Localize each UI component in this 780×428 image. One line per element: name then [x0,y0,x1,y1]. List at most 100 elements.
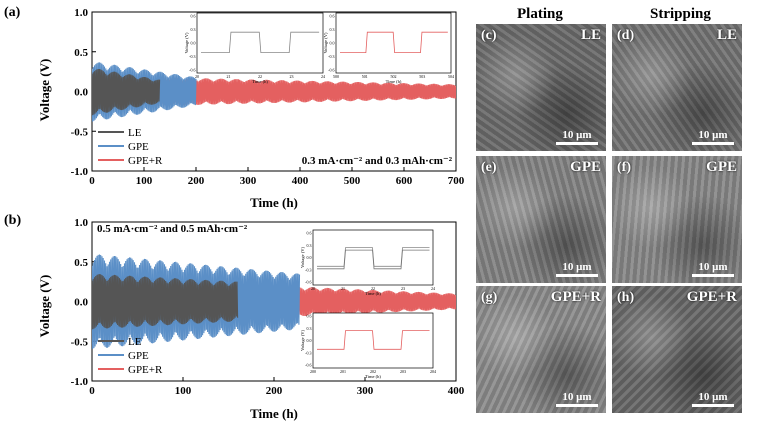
panel-a-inset-2-xtick-label: 500 [333,74,339,79]
column-head-stripping: Stripping [650,6,711,22]
sem-micrograph [612,286,742,413]
panel-b-xtick-label: 400 [448,385,465,397]
panel-a-xtick-label: 500 [344,175,361,187]
panel-a-inset-1-trace [201,31,320,53]
panel-a-xtick-label: 100 [136,175,153,187]
panel-b-inset-1-xtick-label: 21 [341,286,345,291]
scale-bar-label: 10 μm [698,129,728,141]
sem-micrograph [476,286,606,413]
panel-b-ytick-label: -1.0 [71,376,89,388]
panel-a-xtick-label: 0 [89,175,95,187]
panel-b-inset-2-trace [317,330,430,350]
sem-panel: (h) GPE+R 10 μm [612,286,742,413]
sem-sample-label: GPE+R [550,289,601,305]
panel-a-inset-2-ytick-label: -0.6 [328,68,334,73]
panel-b-inset-1-xlabel: Time (h) [365,291,381,296]
panel-b-xtick-label: 0 [89,385,95,397]
panel-a-inset-2-trace [340,31,448,53]
scale-bar-line [556,404,598,407]
sem-panel-letter: (f) [617,160,631,175]
panel-b-legend-label-gpe-plus-r: GPE+R [128,364,163,376]
panel-b-inset-2: Voltage (V) Time (h) 200 201 202 203 204 0.6 0.3… [300,312,436,379]
panel-a-inset-2-xtick-label: 504 [448,74,454,79]
panel-a: (a) Voltage (V) Time (h) -1.0 -0.5 0.0 0.5 1… [4,5,465,210]
scale-bar: 10 μm [556,261,598,277]
panel-b-inset-2-ytick-label: 0.0 [307,338,312,343]
panel-a-legend-label-le: LE [128,127,142,139]
panel-b-ytick-label: 1.0 [74,217,88,229]
panel-b-inset-2-ytick-label: 0.6 [307,314,312,319]
scale-bar-line [692,274,734,277]
scale-bar-line [692,142,734,145]
scale-bar-label: 10 μm [562,129,592,141]
panel-b-legend-label-gpe: GPE [128,350,149,362]
panel-b-xtick-label: 300 [357,385,374,397]
panel-a-legend-label-gpe: GPE [128,141,149,153]
sem-sample-label: LE [580,27,601,43]
panel-a-inset-2-frame [335,12,452,74]
panel-a-ytick-label: 0.0 [74,87,88,99]
panel-a-xtick-label: 700 [448,175,465,187]
panel-a-legend: LE GPE GPE+R [98,127,163,167]
panel-a-legend-label-gpe-plus-r: GPE+R [128,155,163,167]
panel-a-xtick-label: 200 [188,175,205,187]
sem-sample-label: GPE+R [686,289,737,305]
sem-panel: (c) LE 10 μm [476,24,606,151]
panel-a-inset-1-xlabel: Time (h) [252,79,268,84]
panel-b-inset-2-xtick-label: 203 [400,369,406,374]
panel-b-inset-1-xtick-label: 24 [431,286,435,291]
panel-a-xtick-label: 400 [292,175,309,187]
panel-a-ytick-label: 1.0 [74,7,88,19]
panel-a-series-le [92,68,161,116]
voltage-plots: (a) Voltage (V) Time (h) -1.0 -0.5 0.0 0.5 1… [4,5,465,421]
panel-b-inset-1-ytick-label: -0.3 [305,267,311,272]
scale-bar-label: 10 μm [698,391,728,403]
panel-a-inset-1: Voltage (V) Time (h) 20 21 22 23 24 0.6 0.3 0.0 -0… [184,12,325,84]
panel-a-inset-2-xlabel: Time (h) [386,79,402,84]
column-head-plating: Plating [517,6,563,22]
panel-a-inset-2-xtick-label: 503 [419,74,425,79]
sem-panel-letter: (c) [481,28,497,43]
sem-panel: (e) GPE 10 μm [476,156,606,283]
sem-sample-label: LE [716,27,737,43]
panel-b-inset-2-ytick-label: -0.3 [305,350,311,355]
scale-bar-line [692,404,734,407]
sem-sample-label: GPE [706,159,737,175]
panel-b-inset-1-trace [317,249,430,270]
panel-a-inset-1-xtick-label: 20 [195,74,199,79]
panel-a-inset-1-ytick-label: 0.3 [191,27,196,32]
panel-a-inset-1-ylabel: Voltage (V) [184,32,189,54]
panel-a-inset-1-xtick-label: 22 [258,74,262,79]
scale-bar-line [556,142,598,145]
panel-b-xlabel: Time (h) [250,406,298,421]
panel-a-inset-2-xtick-label: 501 [362,74,368,79]
panel-a-xlabel: Time (h) [250,195,298,210]
panel-b-xtick-label: 100 [175,385,192,397]
sem-micrograph [476,24,606,151]
panel-a-inset-1-ytick-label: 0.6 [191,14,196,19]
panel-a-inset-2-ytick-label: 0.3 [330,27,335,32]
panel-a-letter: (a) [4,5,21,20]
panel-b-inset-1-ytick-label: 0.3 [307,243,312,248]
scale-bar: 10 μm [556,391,598,407]
panel-a-ytick-label: 0.5 [74,47,88,59]
panel-a-condition: 0.3 mA·cm⁻² and 0.3 mAh·cm⁻² [302,155,453,167]
scale-bar-label: 10 μm [562,261,592,273]
sem-micrograph [476,156,606,283]
panel-b-inset-2-xtick-label: 204 [430,369,436,374]
panel-b-inset-1-ytick-label: 0.0 [307,255,312,260]
panel-a-inset-1-ytick-label: 0.0 [191,41,196,46]
panel-b-inset-1-xtick-label: 20 [311,286,315,291]
panel-a-xtick-label: 300 [240,175,257,187]
sem-micrograph [612,24,742,151]
panel-a-ytick-label: -0.5 [71,126,89,138]
panel-b: (b) Voltage (V) Time (h) -1.0 -0.5 0.0 0.5 1… [4,213,465,421]
sem-sample-label: GPE [570,159,601,175]
panel-b-series-le [92,274,239,330]
panel-a-inset-2-xtick-label: 502 [391,74,397,79]
panel-b-inset-1-ytick-label: 0.6 [307,231,312,236]
scale-bar: 10 μm [556,129,598,145]
panel-b-ytick-label: 0.0 [74,297,88,309]
panel-b-inset-2-ytick-label: -0.6 [305,363,311,368]
